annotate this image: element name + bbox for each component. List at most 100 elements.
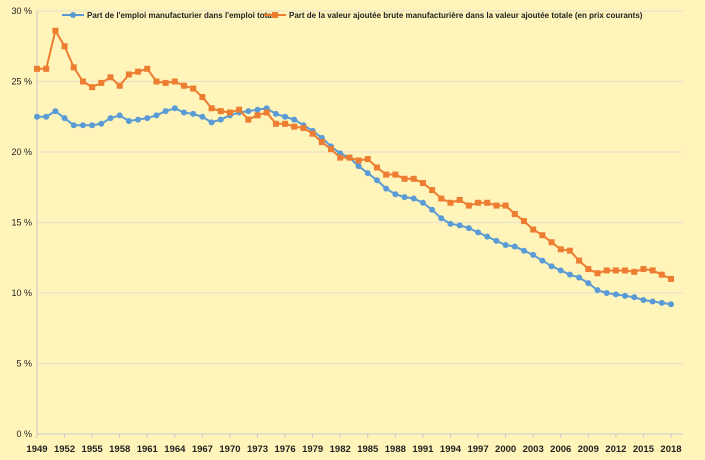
data-point <box>254 106 261 113</box>
x-tick-label: 1967 <box>192 444 213 455</box>
data-point <box>153 112 160 119</box>
data-point <box>254 112 261 119</box>
legend-marker <box>70 12 76 18</box>
y-tick-label: 25 % <box>11 77 32 87</box>
data-point <box>622 267 629 274</box>
data-point <box>116 112 123 119</box>
data-point <box>89 84 96 91</box>
data-point <box>217 108 224 115</box>
legend: Part de l'emploi manufacturier dans l'em… <box>62 11 643 20</box>
data-point <box>125 71 132 78</box>
data-point <box>309 130 316 137</box>
data-point <box>208 105 215 112</box>
data-point <box>557 267 564 274</box>
data-point <box>52 27 59 34</box>
x-tick-label: 1949 <box>26 444 47 455</box>
data-point <box>576 274 583 281</box>
data-point <box>153 78 160 85</box>
x-tick-label: 1958 <box>109 444 130 455</box>
data-point <box>419 199 426 206</box>
data-point <box>364 156 371 163</box>
data-point <box>144 115 151 122</box>
data-point <box>364 170 371 177</box>
x-tick-label: 2009 <box>578 444 599 455</box>
data-point <box>383 171 390 178</box>
data-point <box>125 117 132 124</box>
data-point <box>640 297 647 304</box>
data-point <box>585 266 592 273</box>
data-point <box>539 232 546 239</box>
data-point <box>566 247 573 254</box>
x-tick-label: 1973 <box>247 444 268 455</box>
data-point <box>98 79 105 86</box>
data-point <box>135 116 142 123</box>
data-point <box>107 115 114 122</box>
data-point <box>346 154 353 161</box>
x-tick-label: 1985 <box>357 444 379 455</box>
data-point <box>162 79 169 86</box>
x-tick-label: 1976 <box>275 444 296 455</box>
legend-marker <box>272 12 278 18</box>
data-point <box>171 105 178 112</box>
data-point <box>135 68 142 75</box>
data-point <box>171 78 178 85</box>
data-point <box>61 43 68 50</box>
data-point <box>465 202 472 209</box>
data-point <box>355 163 362 170</box>
data-point <box>475 199 482 206</box>
data-point <box>539 257 546 264</box>
data-point <box>300 125 307 132</box>
data-point <box>594 270 601 277</box>
data-point <box>612 267 619 274</box>
data-point <box>181 109 188 116</box>
data-point <box>640 266 647 273</box>
data-point <box>447 199 454 206</box>
data-point <box>566 271 573 278</box>
data-point <box>502 242 509 249</box>
data-point <box>493 237 500 244</box>
x-tick-label: 1955 <box>82 444 104 455</box>
data-point <box>272 110 279 117</box>
data-point <box>649 298 656 305</box>
data-point <box>392 171 399 178</box>
y-tick-label: 5 % <box>16 359 32 369</box>
data-point <box>484 233 491 240</box>
y-tick-label: 30 % <box>11 6 32 16</box>
data-point <box>263 109 270 116</box>
data-point <box>383 185 390 192</box>
data-point <box>199 113 206 120</box>
x-tick-label: 1994 <box>440 444 462 455</box>
data-point <box>43 113 50 120</box>
series-line-2 <box>37 29 672 280</box>
data-point <box>392 191 399 198</box>
x-tick-label: 1961 <box>137 444 159 455</box>
data-point <box>282 120 289 127</box>
x-tick-label: 2003 <box>523 444 544 455</box>
data-point <box>52 108 59 115</box>
data-point <box>190 85 197 92</box>
data-point <box>511 211 518 218</box>
data-point <box>410 175 417 182</box>
y-tick-label: 10 % <box>11 288 32 298</box>
data-point <box>34 113 40 120</box>
data-point <box>658 271 665 278</box>
data-point <box>557 246 564 253</box>
legend-label: Part de l'emploi manufacturier dans l'em… <box>87 11 274 20</box>
data-point <box>226 109 233 116</box>
data-point <box>107 74 114 81</box>
data-point <box>98 120 105 127</box>
data-point <box>116 82 123 89</box>
data-point <box>34 65 40 72</box>
data-point <box>530 226 537 233</box>
data-point <box>291 116 298 123</box>
axes: 0 % 5 % 10 % 15 % 20 % 25 % 30 % 1949 1952 1955 19… <box>11 6 683 455</box>
series-group <box>34 27 674 308</box>
x-tick-label: 1970 <box>219 444 240 455</box>
data-point <box>631 294 638 301</box>
data-point <box>668 301 674 308</box>
y-tick-label: 15 % <box>11 218 32 228</box>
data-point <box>401 175 408 182</box>
data-point <box>612 291 619 298</box>
data-point <box>603 267 610 274</box>
